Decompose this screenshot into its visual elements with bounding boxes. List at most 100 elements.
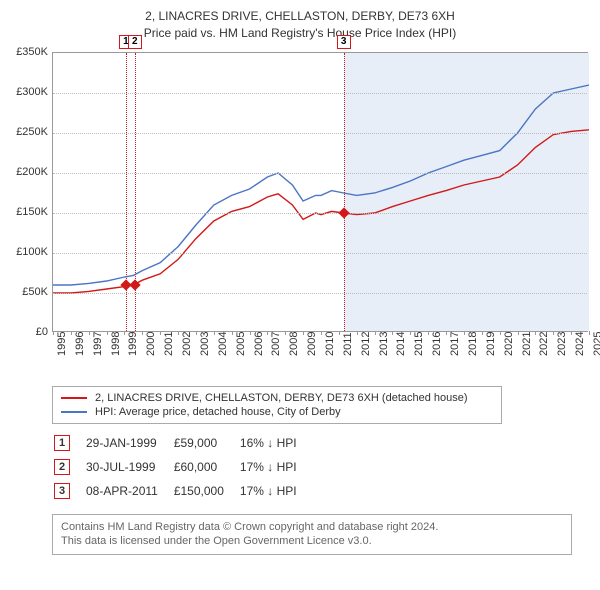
x-tick-label: 2012 [360, 331, 372, 355]
x-tick-label: 2007 [270, 331, 282, 355]
x-tick [535, 331, 536, 335]
x-tick [285, 331, 286, 335]
sale-num: 2 [54, 459, 70, 475]
y-tick-label: £200K [8, 166, 48, 178]
y-gridline [53, 293, 587, 294]
x-tick [232, 331, 233, 335]
x-tick-label: 2022 [538, 331, 550, 355]
x-tick [142, 331, 143, 335]
series-hpi [53, 85, 589, 285]
sale-price: £150,000 [174, 480, 238, 502]
sale-date: 08-APR-2011 [86, 480, 172, 502]
sale-date: 30-JUL-1999 [86, 456, 172, 478]
sale-marker-line-3 [344, 53, 345, 331]
x-tick-label: 2009 [306, 331, 318, 355]
x-tick [428, 331, 429, 335]
x-tick-label: 2013 [378, 331, 390, 355]
title-line-2: Price paid vs. HM Land Registry's House … [8, 25, 592, 42]
y-tick-label: £50K [8, 286, 48, 298]
y-tick-label: £0 [8, 326, 48, 338]
x-tick-label: 2000 [145, 331, 157, 355]
sales-table: 129-JAN-1999£59,00016% ↓ HPI 2 30-JUL-1999… [52, 430, 313, 504]
y-tick-label: £250K [8, 126, 48, 138]
x-tick [518, 331, 519, 335]
sale-price: £59,000 [174, 432, 238, 454]
x-tick [178, 331, 179, 335]
sale-delta: 16% ↓ HPI [240, 432, 311, 454]
legend-item: 2, LINACRES DRIVE, CHELLASTON, DERBY, DE… [61, 391, 493, 405]
sale-row: 2 30-JUL-1999£60,00017% ↓ HPI [54, 456, 311, 478]
plot-area: 123 [52, 52, 588, 332]
x-tick [196, 331, 197, 335]
x-tick [250, 331, 251, 335]
legend: 2, LINACRES DRIVE, CHELLASTON, DERBY, DE… [52, 386, 502, 424]
x-tick-label: 2025 [592, 331, 600, 355]
y-gridline [53, 173, 587, 174]
x-tick [553, 331, 554, 335]
legend-label: HPI: Average price, detached house, City… [95, 406, 341, 418]
x-tick [410, 331, 411, 335]
x-tick-label: 2015 [413, 331, 425, 355]
legend-swatch [61, 397, 87, 399]
x-tick [500, 331, 501, 335]
legend-label: 2, LINACRES DRIVE, CHELLASTON, DERBY, DE… [95, 392, 468, 404]
x-tick [267, 331, 268, 335]
y-tick-label: £300K [8, 86, 48, 98]
x-tick [89, 331, 90, 335]
x-tick-label: 2016 [431, 331, 443, 355]
x-tick [303, 331, 304, 335]
x-tick-label: 2019 [485, 331, 497, 355]
sale-date: 29-JAN-1999 [86, 432, 172, 454]
sale-delta: 17% ↓ HPI [240, 456, 311, 478]
legend-item: HPI: Average price, detached house, City… [61, 405, 493, 419]
y-gridline [53, 253, 587, 254]
y-gridline [53, 213, 587, 214]
x-tick-label: 2023 [556, 331, 568, 355]
x-tick-label: 2004 [217, 331, 229, 355]
x-tick-label: 2017 [449, 331, 461, 355]
x-tick [321, 331, 322, 335]
x-tick [589, 331, 590, 335]
x-tick-label: 1997 [92, 331, 104, 355]
x-tick [160, 331, 161, 335]
x-tick-label: 2003 [199, 331, 211, 355]
y-tick-label: £100K [8, 246, 48, 258]
x-tick [124, 331, 125, 335]
x-tick [71, 331, 72, 335]
y-tick-label: £350K [8, 46, 48, 58]
series-property [53, 129, 589, 292]
x-tick [482, 331, 483, 335]
sale-num: 3 [54, 483, 70, 499]
x-tick [107, 331, 108, 335]
y-gridline [53, 133, 587, 134]
x-tick-label: 1995 [56, 331, 68, 355]
x-tick-label: 2014 [395, 331, 407, 355]
chart: 123 £0£50K£100K£150K£200K£250K£300K£350K… [8, 48, 592, 378]
x-tick-label: 2008 [288, 331, 300, 355]
x-tick [392, 331, 393, 335]
sale-delta: 17% ↓ HPI [240, 480, 311, 502]
x-tick [375, 331, 376, 335]
x-tick [339, 331, 340, 335]
sale-marker-box-3: 3 [337, 35, 351, 49]
chart-svg [53, 53, 589, 333]
x-tick [571, 331, 572, 335]
sale-price: £60,000 [174, 456, 238, 478]
x-tick [214, 331, 215, 335]
x-tick [464, 331, 465, 335]
footer-line-2: This data is licensed under the Open Gov… [61, 534, 563, 549]
x-tick-label: 2011 [342, 332, 354, 356]
x-tick-label: 1996 [74, 331, 86, 355]
x-tick-label: 2018 [467, 331, 479, 355]
chart-title: 2, LINACRES DRIVE, CHELLASTON, DERBY, DE… [8, 8, 592, 42]
legend-swatch [61, 411, 87, 413]
data-attribution: Contains HM Land Registry data © Crown c… [52, 514, 572, 556]
title-line-1: 2, LINACRES DRIVE, CHELLASTON, DERBY, DE… [8, 8, 592, 25]
x-tick-label: 2001 [163, 331, 175, 355]
footer-line-1: Contains HM Land Registry data © Crown c… [61, 520, 563, 535]
x-tick-label: 2005 [235, 331, 247, 355]
x-tick-label: 2021 [521, 331, 533, 355]
sale-row: 129-JAN-1999£59,00016% ↓ HPI [54, 432, 311, 454]
sale-row: 3 08-APR-2011£150,00017% ↓ HPI [54, 480, 311, 502]
y-gridline [53, 93, 587, 94]
